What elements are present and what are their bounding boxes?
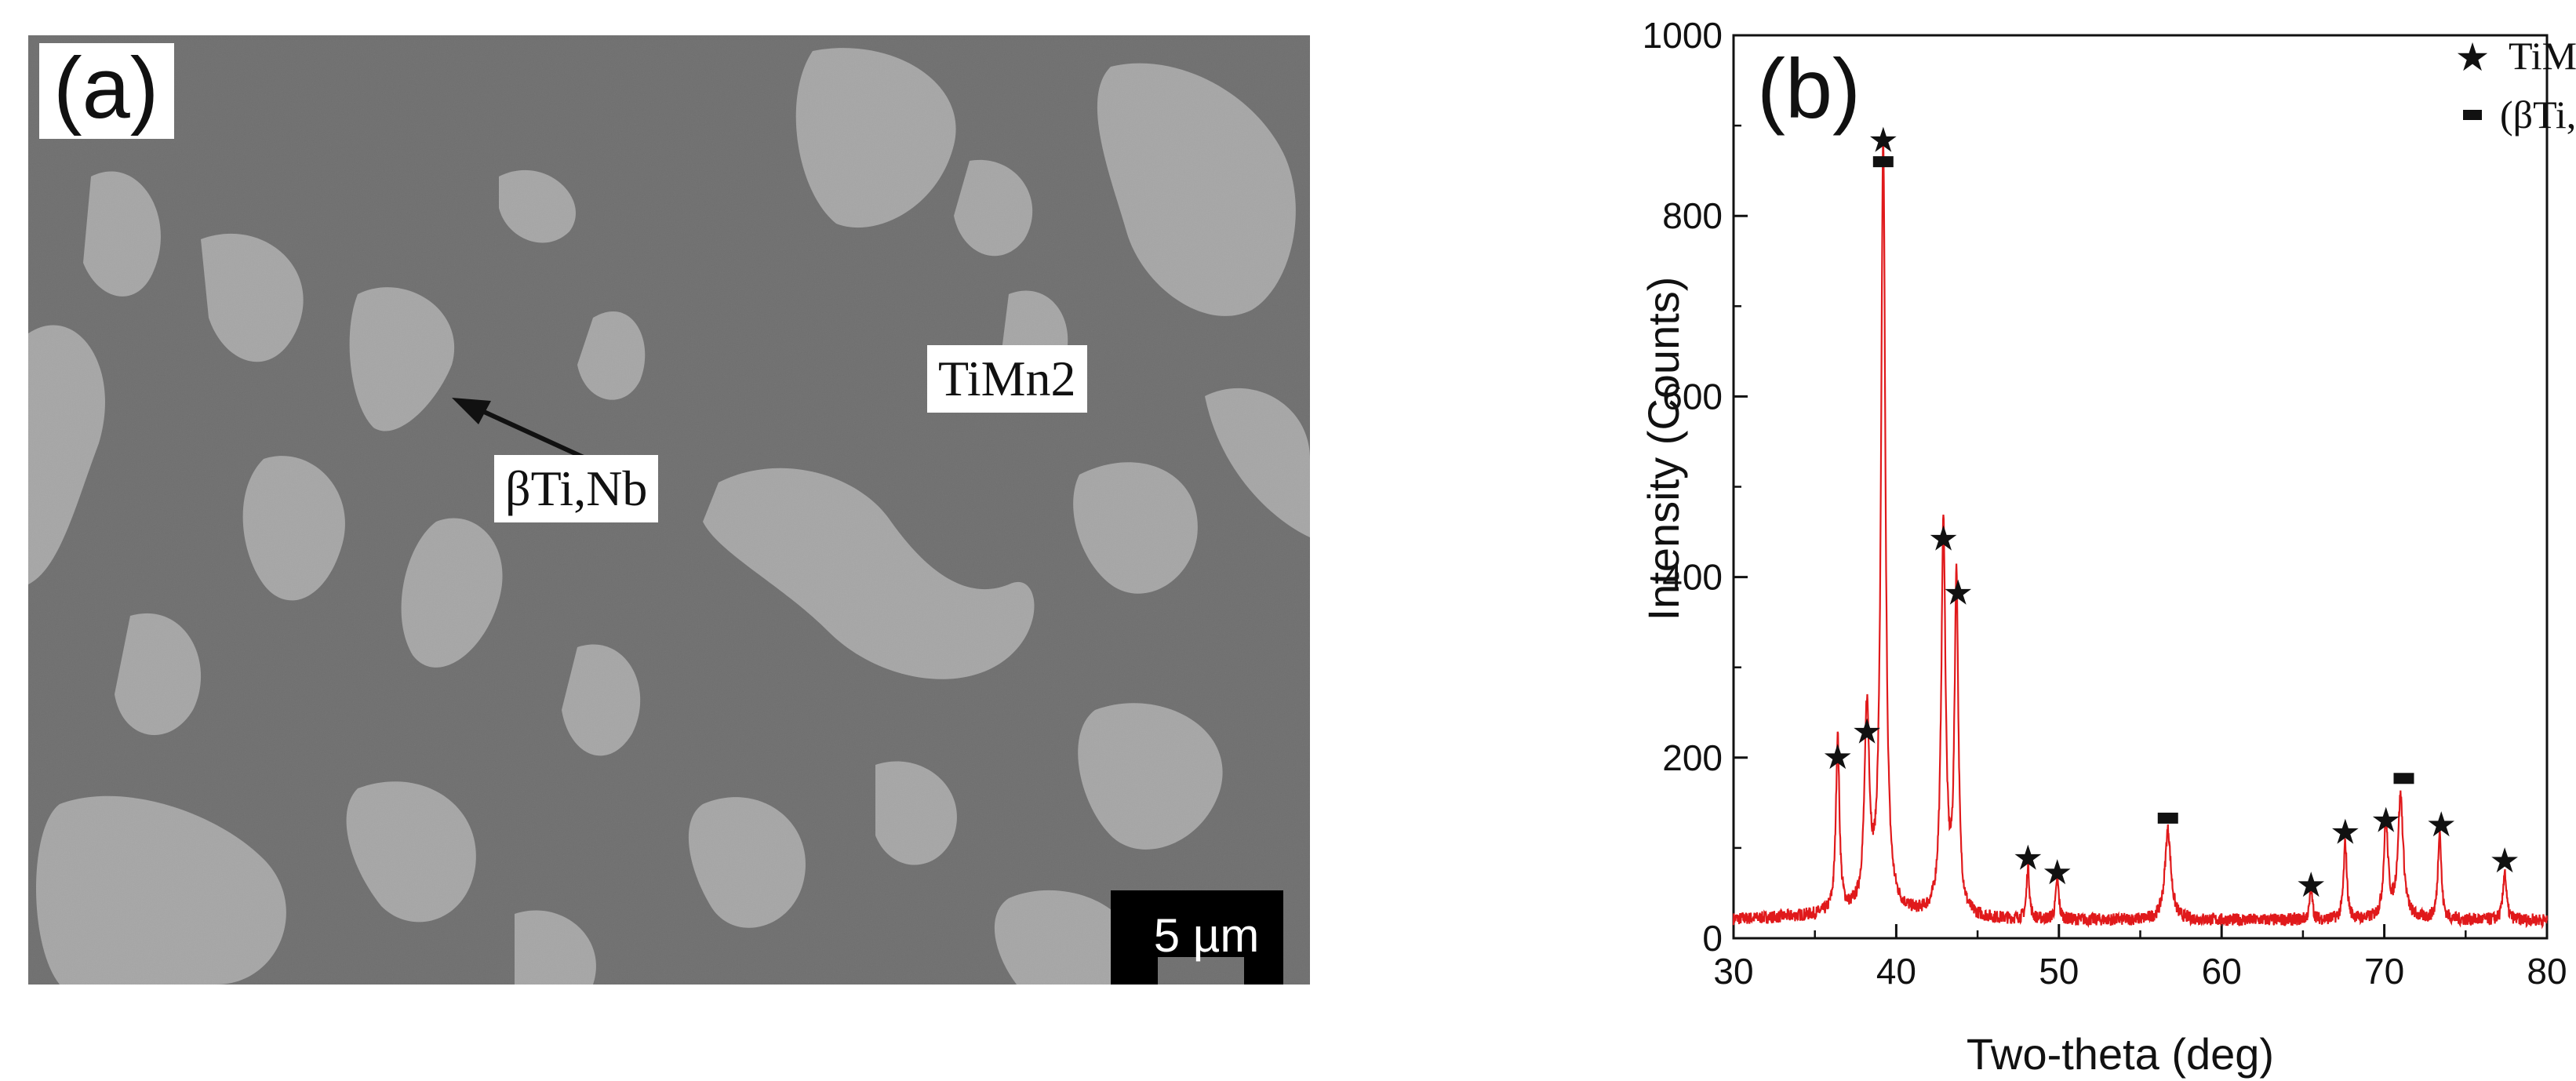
legend-bar-icon — [2463, 110, 2482, 120]
panel-label-b: (b) — [1757, 41, 1861, 136]
scale-bar: 5 µm — [1111, 890, 1283, 985]
sem-noise — [28, 35, 1310, 985]
x-tick-label: 60 — [2202, 951, 2242, 992]
panel-a-sem-image: 5 µm (a) TiMn2 βTi,Nb — [28, 35, 1310, 985]
y-tick-label: 200 — [1662, 737, 1723, 778]
peak-markers: ★★★★★★★ ★★ ★ ★★ — [1822, 121, 2520, 906]
peak-marker-star: ★ — [2330, 812, 2360, 852]
x-tick-label: 80 — [2527, 951, 2567, 992]
peak-marker-star: ★ — [2296, 865, 2327, 905]
peak-marker-star: ★ — [2042, 853, 2072, 893]
peak-marker-bar — [1872, 156, 1894, 168]
legend-star-icon: ★ — [2455, 35, 2490, 80]
legend-label-beta-ti-nb: (βTi,Nb) — [2500, 93, 2576, 136]
label-timn2: TiMn2 — [927, 345, 1087, 413]
x-tick-label: 50 — [2039, 951, 2079, 992]
peak-marker-star: ★ — [1851, 712, 1882, 752]
y-tick-label: 800 — [1662, 195, 1723, 236]
y-tick-label: 0 — [1702, 918, 1723, 959]
legend-label-timn2: TiMn2 — [2509, 34, 2576, 78]
y-tick-label: 1000 — [1643, 15, 1723, 56]
plot-frame — [1732, 34, 2549, 940]
scale-bar-shape — [1111, 890, 1283, 985]
panel-b-xrd-chart: 30 40 50 60 70 80 0 200 400 600 800 1000 ★ ★ ★ ★ ★ ★ ★ ★ ★ ★… — [1333, 0, 2576, 1081]
arrow-head — [452, 398, 491, 424]
panel-label-a: (a) — [39, 43, 175, 139]
peak-marker-star: ★ — [1942, 573, 1973, 613]
peak-marker-star: ★ — [2013, 839, 2043, 879]
x-tick-label: 30 — [1713, 951, 1753, 992]
y-axis-label: Intensity (Counts) — [1639, 277, 1688, 621]
y-tick-label: 600 — [1662, 376, 1723, 417]
x-tick-label: 40 — [1876, 951, 1916, 992]
y-tick-label: 400 — [1662, 557, 1723, 598]
peak-marker-bar — [2393, 773, 2414, 784]
peak-marker-star: ★ — [2370, 800, 2401, 840]
peak-marker-star: ★ — [2425, 805, 2456, 845]
peak-marker-star: ★ — [1928, 519, 1959, 559]
sem-micrograph: 5 µm — [28, 35, 1310, 985]
x-tick-label: 70 — [2364, 951, 2404, 992]
xrd-pattern-line — [1732, 137, 2549, 930]
peak-marker-star: ★ — [2489, 841, 2520, 881]
peak-marker-star: ★ — [1868, 121, 1898, 161]
scale-bar-text: 5 µm — [1154, 909, 1260, 962]
peak-marker-bar — [2157, 812, 2178, 824]
peak-marker-star: ★ — [1822, 737, 1853, 777]
axis-labels: Two-theta (deg) Intensity (Counts) (b) — [1639, 41, 2274, 1079]
x-axis-label: Two-theta (deg) — [1967, 1029, 2274, 1079]
legend: ★ TiMn2 (βTi,Nb) — [2455, 34, 2576, 136]
label-beta-ti-nb: βTi,Nb — [494, 455, 659, 522]
